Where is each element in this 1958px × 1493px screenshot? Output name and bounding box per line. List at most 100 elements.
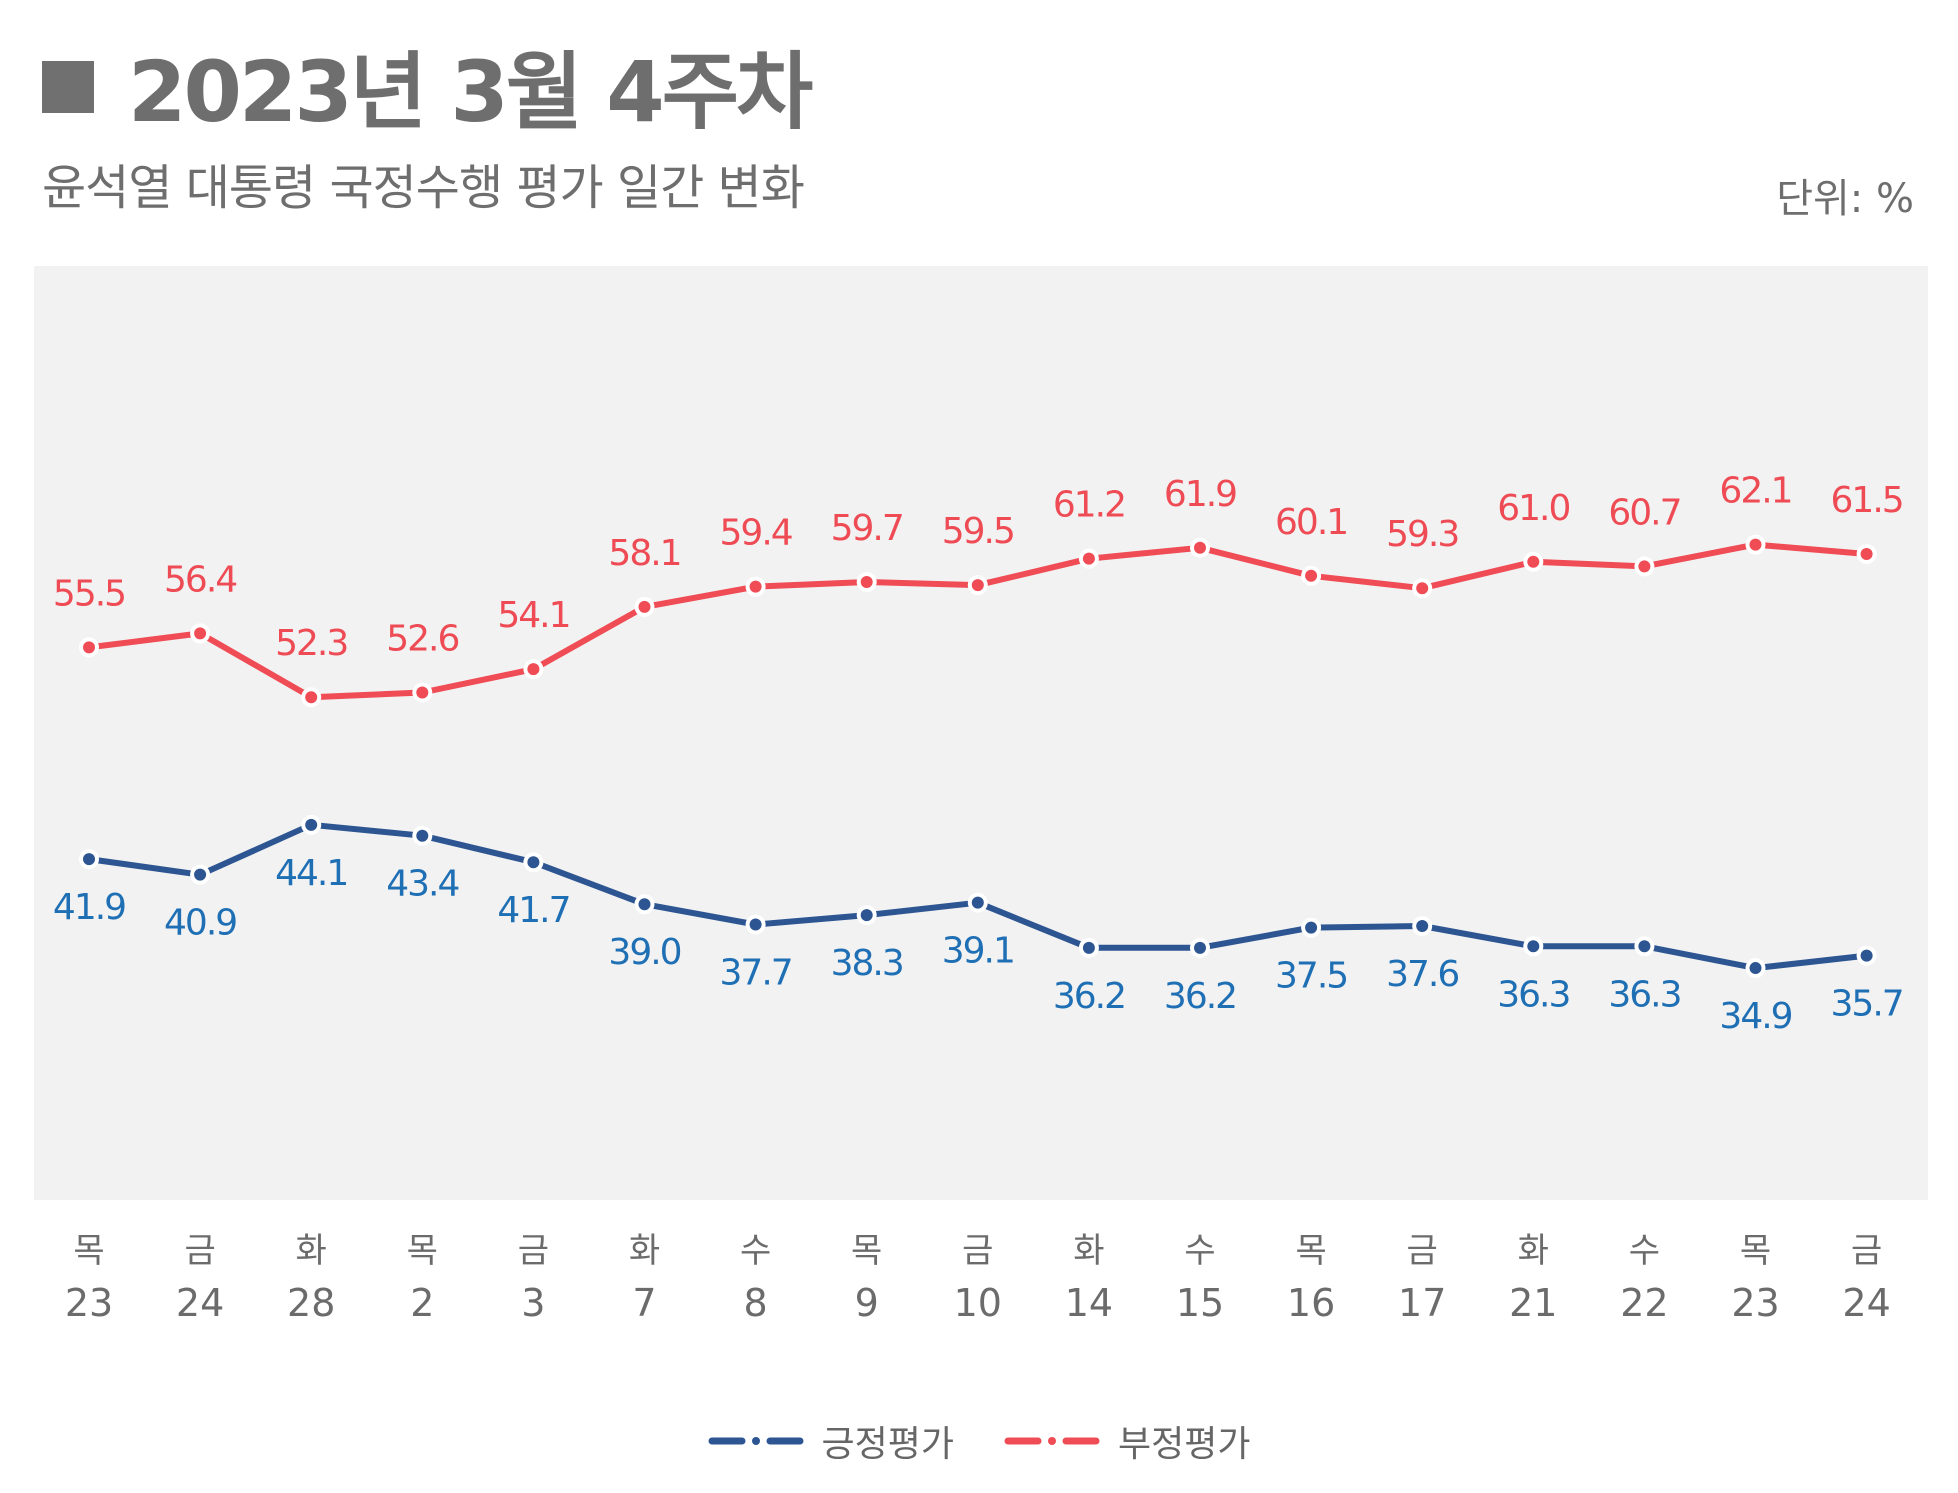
data-point-negative [1416,582,1429,595]
x-tick-date: 14 [1065,1281,1113,1325]
data-label-positive: 39.0 [608,932,680,973]
data-point-negative [1860,547,1873,560]
data-point-negative [971,579,984,592]
data-point-positive [416,829,429,842]
data-label-negative: 61.0 [1497,488,1569,529]
x-tick-date: 17 [1398,1281,1446,1325]
x-tick-day: 수 [1184,1231,1215,1271]
x-tick-day: 금 [1407,1231,1438,1271]
x-tick-date: 2 [410,1281,434,1325]
x-tick-day: 화 [629,1231,660,1271]
series-line-negative [86,541,1870,701]
data-label-negative: 55.5 [53,573,125,614]
x-tick-date: 15 [1176,1281,1224,1325]
data-point-positive [1527,940,1540,953]
data-label-positive: 37.6 [1386,954,1458,995]
data-point-negative [416,686,429,699]
title-row: 2023년 3월 4주차 [42,30,813,141]
data-point-positive [1416,920,1429,933]
data-label-positive: 39.1 [942,931,1014,972]
data-point-positive [860,909,873,922]
x-tick-date: 28 [287,1281,335,1325]
legend-swatch-positive-icon [708,1437,804,1445]
data-point-positive [1305,921,1318,934]
data-point-positive [749,918,762,931]
x-tick-date: 23 [1731,1281,1779,1325]
data-point-positive [1082,941,1095,954]
data-label-negative: 60.1 [1275,502,1347,543]
x-tick-day: 금 [184,1231,215,1271]
data-label-positive: 34.9 [1719,996,1791,1037]
data-point-positive [1860,949,1873,962]
unit-label: 단위: % [1776,176,1914,222]
data-label-positive: 36.2 [1053,976,1125,1017]
data-point-negative [860,576,873,589]
x-tick-day: 목 [1295,1231,1326,1271]
legend-swatch-negative-icon [1004,1437,1100,1445]
x-tick-day: 목 [407,1231,438,1271]
x-tick-date: 10 [954,1281,1002,1325]
data-point-negative [1638,560,1651,573]
data-point-positive [1194,941,1206,954]
x-tick-day: 수 [740,1231,771,1271]
x-tick-date: 24 [1842,1281,1890,1325]
data-label-negative: 61.2 [1053,485,1125,526]
data-label-negative: 62.1 [1719,471,1791,512]
chart-subtitle: 윤석열 대통령 국정수행 평가 일간 변화 [42,160,805,216]
data-point-positive [83,853,95,866]
data-point-positive [638,898,651,911]
data-label-negative: 61.5 [1831,480,1903,521]
data-label-positive: 36.3 [1608,974,1680,1015]
x-tick-date: 23 [65,1281,113,1325]
legend-item-negative: 부정평가 [1004,1415,1250,1467]
data-label-positive: 40.9 [164,903,236,944]
x-tick-date: 21 [1509,1281,1557,1325]
data-label-positive: 43.4 [386,864,458,905]
title-bullet-icon [42,61,94,113]
data-label-negative: 54.1 [497,595,569,636]
legend-item-positive: 긍정평가 [708,1415,954,1467]
x-tick-date: 22 [1620,1281,1668,1325]
legend: 긍정평가 부정평가 [0,1415,1958,1467]
data-label-negative: 59.7 [831,508,903,549]
data-label-negative: 52.6 [386,619,458,660]
legend-label-positive: 긍정평가 [821,1424,954,1465]
data-point-negative [83,641,95,654]
data-label-negative: 59.4 [720,513,792,554]
data-label-positive: 36.2 [1164,976,1236,1017]
data-point-negative [194,627,207,640]
x-tick-day: 화 [1073,1231,1104,1271]
data-label-negative: 59.3 [1386,514,1458,555]
x-tick-day: 화 [296,1231,327,1271]
data-point-positive [1749,962,1762,975]
data-point-negative [1527,555,1540,568]
data-label-negative: 52.3 [275,623,347,664]
data-point-positive [305,818,318,831]
x-tick-day: 목 [1740,1231,1771,1271]
data-point-positive [1638,940,1651,953]
data-point-negative [1305,569,1318,582]
x-tick-day: 금 [1851,1231,1882,1271]
data-label-positive: 44.1 [275,853,347,894]
data-label-positive: 38.3 [831,943,903,984]
x-tick-day: 수 [1629,1231,1660,1271]
data-label-positive: 37.7 [720,952,792,993]
data-label-positive: 36.3 [1497,974,1569,1015]
plot-area [34,266,1928,1200]
x-tick-date: 8 [744,1281,768,1325]
x-tick-date: 16 [1287,1281,1335,1325]
x-tick-day: 화 [1518,1231,1549,1271]
legend-label-negative: 부정평가 [1118,1424,1251,1465]
data-point-negative [749,580,762,593]
data-point-positive [194,868,207,881]
x-tick-date: 9 [855,1281,879,1325]
x-tick-date: 7 [632,1281,656,1325]
data-label-negative: 60.7 [1608,492,1680,533]
data-point-negative [1749,538,1762,551]
data-point-negative [638,600,651,613]
data-label-negative: 58.1 [608,533,680,574]
data-label-positive: 41.7 [497,890,569,931]
x-tick-day: 목 [73,1231,104,1271]
x-tick-day: 금 [962,1231,993,1271]
